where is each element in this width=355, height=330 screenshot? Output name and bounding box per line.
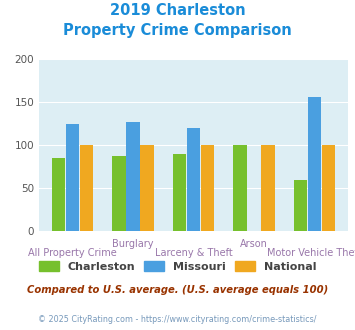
Bar [294,180,307,231]
Bar [201,145,214,231]
Text: All Property Crime: All Property Crime [28,248,117,258]
Legend: Charleston, Missouri, National: Charleston, Missouri, National [39,261,316,272]
Text: © 2025 CityRating.com - https://www.cityrating.com/crime-statistics/: © 2025 CityRating.com - https://www.city… [38,315,317,324]
Bar [140,145,153,231]
Text: Motor Vehicle Theft: Motor Vehicle Theft [267,248,355,258]
Bar [261,145,275,231]
Bar [308,97,321,231]
Bar [173,154,186,231]
Bar [126,122,140,231]
Bar [322,145,335,231]
Text: Larceny & Theft: Larceny & Theft [154,248,233,258]
Bar [52,158,65,231]
Bar [234,145,247,231]
Text: 2019 Charleston: 2019 Charleston [110,3,245,18]
Bar [66,124,79,231]
Bar [80,145,93,231]
Text: Property Crime Comparison: Property Crime Comparison [63,23,292,38]
Bar [112,156,126,231]
Bar [187,128,200,231]
Text: Compared to U.S. average. (U.S. average equals 100): Compared to U.S. average. (U.S. average … [27,285,328,295]
Text: Burglary: Burglary [112,239,154,249]
Text: Arson: Arson [240,239,268,249]
